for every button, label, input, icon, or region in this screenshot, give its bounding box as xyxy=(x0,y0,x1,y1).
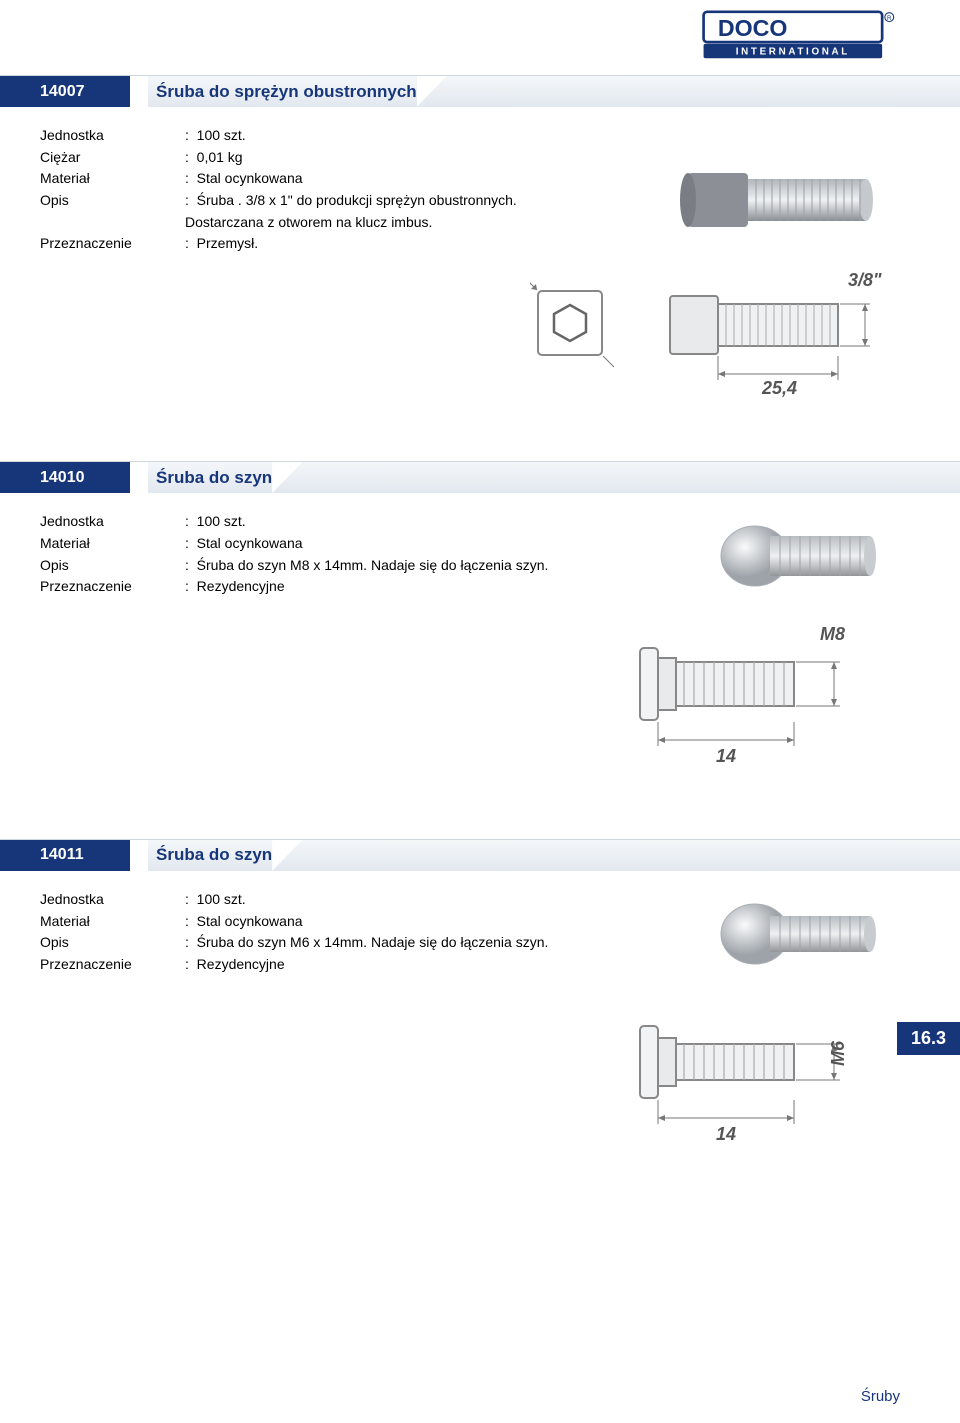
spec-value: Stal ocynkowana xyxy=(185,533,303,555)
footer-category: Śruby xyxy=(861,1388,900,1405)
spec-label: Przeznaczenie xyxy=(40,954,185,976)
spec-label: Opis xyxy=(40,932,185,954)
railbolt-technical-drawing: M6 14 xyxy=(610,984,900,1154)
railbolt-3d-illustration xyxy=(700,508,900,603)
spec-label: Ciężar xyxy=(40,147,185,169)
product-14011: 14011 Śruba do szyn Jednostka100 szt. Ma… xyxy=(0,839,960,1157)
bolt-technical-drawing: 8 xyxy=(530,258,900,398)
spec-value: 100 szt. xyxy=(185,889,246,911)
spec-value: 100 szt. xyxy=(185,125,246,147)
svg-text:25,4: 25,4 xyxy=(761,378,797,398)
product-code: 14007 xyxy=(0,76,130,107)
svg-text:R: R xyxy=(887,15,892,22)
svg-text:14: 14 xyxy=(716,1124,736,1144)
header-divider xyxy=(130,76,148,107)
railbolt-3d-illustration xyxy=(700,886,900,981)
spec-label: Opis xyxy=(40,555,185,577)
spec-label: Opis xyxy=(40,190,185,233)
spec-value: Śruba do szyn M8 x 14mm. Nadaje się do ł… xyxy=(185,555,548,577)
spec-label: Przeznaczenie xyxy=(40,576,185,598)
spec-value: Stal ocynkowana xyxy=(185,911,303,933)
spec-value: Rezydencyjne xyxy=(185,576,285,598)
brand-sub: INTERNATIONAL xyxy=(736,47,850,58)
svg-text:M6: M6 xyxy=(828,1040,848,1066)
spec-row: Jednostka100 szt. xyxy=(40,125,960,147)
spec-value: Śruba . 3/8﻿ x 1" do produkcji sprężyn o… xyxy=(185,190,565,233)
bolt-3d-illustration xyxy=(660,145,900,255)
spec-label: Jednostka xyxy=(40,125,185,147)
product-14010: 14010 Śruba do szyn Jednostka100 szt. Ma… xyxy=(0,461,960,779)
svg-text:3/8": 3/8" xyxy=(848,270,882,290)
svg-text:M8: M8 xyxy=(820,624,845,644)
spec-value: Stal ocynkowana xyxy=(185,168,303,190)
product-header: 14010 Śruba do szyn xyxy=(0,461,960,493)
spec-label: Materiał xyxy=(40,533,185,555)
brand-name: DOCO xyxy=(718,15,788,41)
product-title: Śruba do szyn xyxy=(148,462,272,493)
spec-label: Materiał xyxy=(40,168,185,190)
product-code: 14010 xyxy=(0,462,130,493)
railbolt-technical-drawing: M8 14 xyxy=(610,606,900,776)
header-fade xyxy=(272,462,960,493)
brand-logo: DOCO R INTERNATIONAL xyxy=(700,10,900,60)
spec-label: Jednostka xyxy=(40,511,185,533)
spec-label: Jednostka xyxy=(40,889,185,911)
header-divider xyxy=(130,462,148,493)
svg-text:14: 14 xyxy=(716,746,736,766)
spec-value: Rezydencyjne xyxy=(185,954,285,976)
spec-value: 100 szt. xyxy=(185,511,246,533)
header-fade xyxy=(272,840,960,871)
section-number-tab: 16.3 xyxy=(897,1022,960,1055)
product-title: Śruba do sprężyn obustronnych xyxy=(148,76,417,107)
product-14007: 14007 Śruba do sprężyn obustronnych Jedn… xyxy=(0,75,960,401)
header-fade xyxy=(417,76,960,107)
product-header: 14011 Śruba do szyn xyxy=(0,839,960,871)
product-title: Śruba do szyn xyxy=(148,840,272,871)
spec-value: 0,01 kg xyxy=(185,147,243,169)
spec-value: Przemysł. xyxy=(185,233,258,255)
header-divider xyxy=(130,840,148,871)
spec-value: Śruba do szyn M6 x 14mm. Nadaje się do ł… xyxy=(185,932,548,954)
spec-label: Przeznaczenie xyxy=(40,233,185,255)
product-code: 14011 xyxy=(0,840,130,871)
spec-label: Materiał xyxy=(40,911,185,933)
page-content: 14007 Śruba do sprężyn obustronnych Jedn… xyxy=(0,0,960,1157)
product-header: 14007 Śruba do sprężyn obustronnych xyxy=(0,75,960,107)
